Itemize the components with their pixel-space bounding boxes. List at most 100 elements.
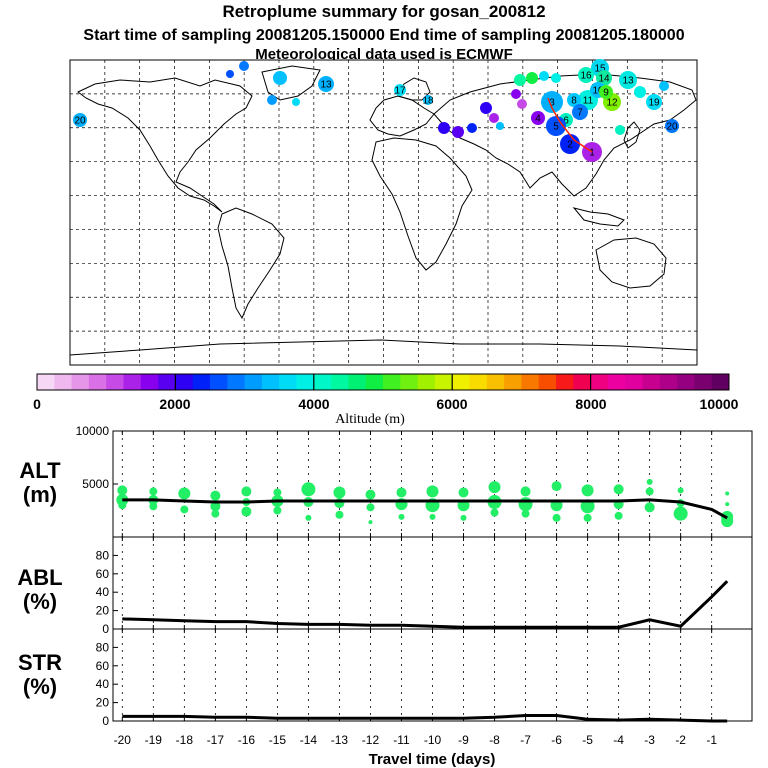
plume-day-label: 20 [666,122,678,133]
plume-day-label: 14 [598,74,610,85]
plume-day-label: 6 [563,116,569,127]
plume-blob [520,486,531,497]
plume-marker [496,122,504,130]
plume-marker [394,84,406,96]
altitude-colorbar: 0 2000 4000 6000 8000 10000 Altitude (m) [33,373,739,427]
plume-marker [489,113,499,123]
x-tick-label: -2 [675,733,686,747]
colorbar-label: Altitude (m) [335,412,405,427]
colorbar-cell [140,374,159,390]
sampling-times: Start time of sampling 20081205.150000 E… [83,27,685,44]
plume-marker [438,122,450,134]
x-tick-label: -17 [207,733,225,747]
met-data-line: Meteorological data used is ECMWF [255,46,513,63]
colorbar-cell [71,374,90,390]
x-tick-label: -6 [551,733,562,747]
colorbar-tick-label: 2000 [159,396,190,412]
y-tick-label: 20 [96,604,110,618]
alt-ylabel-unit: (m) [23,482,57,507]
colorbar-cell [434,374,453,390]
x-tick-label: -5 [582,733,593,747]
plume-blob [117,485,128,496]
colorbar-cell [642,374,661,390]
plume-marker [423,95,433,105]
colorbar-cell [244,374,263,390]
plume-marker [467,123,477,133]
plume-blob [460,514,467,521]
colorbar-cell [607,374,626,390]
plume-blob [426,485,439,498]
colorbar-cell [331,374,349,390]
plume-blob [398,513,405,520]
coastlines [69,65,698,356]
abl-y-ticks: 0 20 40 60 80 [96,548,118,636]
plume-day-label: 18 [422,96,434,107]
x-tick-label: -8 [489,733,500,747]
plume-blob [149,502,158,511]
y-tick-label: 80 [96,548,110,562]
plume-blob [644,502,655,513]
plume-marker [560,134,580,154]
plume-blob [273,488,282,497]
x-tick-label: -14 [300,733,318,747]
colorbar-cell [400,374,418,390]
plume-blob [580,499,595,514]
colorbar-tick-label: 6000 [436,396,467,412]
colorbar-frame [36,373,730,391]
plume-marker [659,81,669,91]
colorbar-tick-label: 0 [33,396,41,412]
plume-blob [305,514,312,521]
colorbar-cell [227,374,245,390]
y-tick-label: 5000 [82,477,109,491]
colorbar-cell [158,374,176,390]
x-tick-label: -15 [269,733,287,747]
plume-marker [551,73,561,83]
plume-blob [581,484,594,497]
plume-marker [541,91,563,113]
x-tick-label: -13 [331,733,349,747]
plume-blob [673,506,688,521]
plume-marker [452,126,464,138]
colorbar-cell [279,374,297,390]
str-line [122,714,728,723]
plume-blob [241,506,252,517]
colorbar-tick-label: 10000 [700,396,739,412]
plume-blob [241,486,252,497]
alt-panel: 5000 10000 ALT (m) [19,424,753,538]
x-axis-label: Travel time (days) [369,751,496,768]
plume-blob [301,482,316,497]
colorbar-cell [37,374,55,390]
plume-day-label: 17 [394,86,406,97]
alt-y-ticks: 5000 10000 [76,424,118,491]
colorbar-tick-label: 8000 [575,396,606,412]
str-y-ticks: 0 20 40 60 80 [96,640,118,728]
x-tick-label: -7 [520,733,531,747]
y-tick-label: 60 [96,567,110,581]
abl-panel: 0 20 40 60 80 ABL (%) [17,536,753,636]
str-ylabel: STR [18,650,62,675]
plume-blob [725,491,730,496]
colorbar-cell [538,374,557,390]
colorbar-cell [123,374,142,390]
x-tick-label: -18 [176,733,194,747]
abl-ylabel-unit: (%) [23,589,57,614]
colorbar-cell [573,374,591,390]
y-tick-label: 40 [96,585,110,599]
plume-marker [578,67,594,83]
x-tick-label: -3 [644,733,655,747]
plume-blob [721,515,734,528]
plume-day-label: 13 [320,80,332,91]
plume-day-label: 7 [577,108,583,119]
y-tick-label: 60 [96,659,110,673]
plume-blob [583,513,592,522]
plume-marker [572,104,588,120]
plume-blob [149,487,158,496]
plume-marker [292,98,300,106]
plume-blob [677,487,684,494]
plume-blob [521,509,530,518]
plume-blob [333,486,346,499]
plume-blob [518,497,533,512]
plume-blob [210,490,221,501]
